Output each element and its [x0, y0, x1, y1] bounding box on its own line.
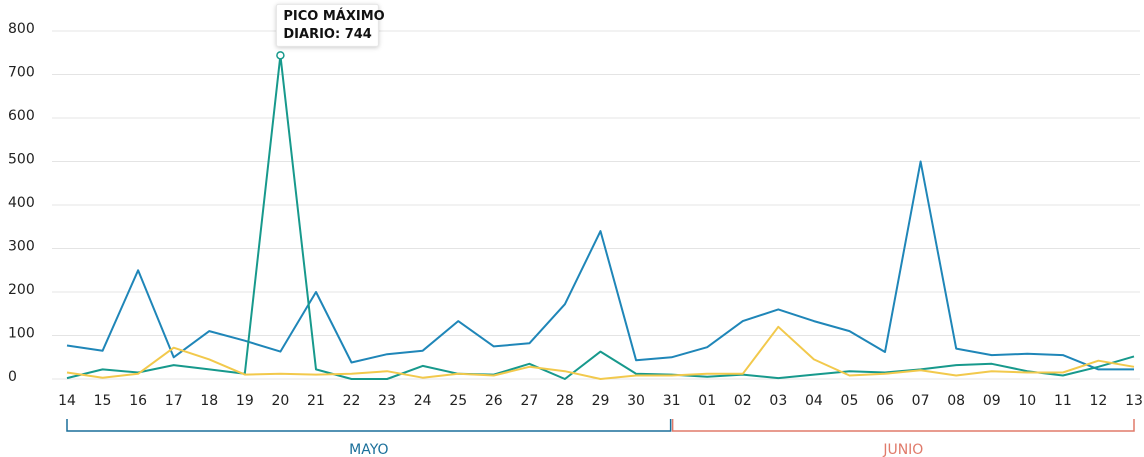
x-tick-label: 04 — [805, 393, 823, 409]
annotation-text: DIARIO: 744 — [283, 27, 371, 42]
y-tick-label: 700 — [8, 65, 35, 81]
x-tick-label: 10 — [1018, 393, 1036, 409]
x-tick-label: 25 — [449, 393, 467, 409]
x-tick-label: 18 — [200, 393, 218, 409]
x-tick-label: 28 — [556, 393, 574, 409]
x-tick-label: 08 — [947, 393, 965, 409]
x-tick-label: 16 — [129, 393, 147, 409]
x-tick-label: 12 — [1090, 393, 1108, 409]
x-tick-label: 07 — [912, 393, 930, 409]
x-tick-label: 27 — [520, 393, 538, 409]
x-tick-label: 13 — [1125, 393, 1143, 409]
y-tick-label: 300 — [8, 239, 35, 255]
series-line — [66, 54, 1135, 380]
x-tick-label: 29 — [592, 393, 610, 409]
x-tick-label: 14 — [58, 393, 76, 409]
group-bracket — [671, 419, 1135, 432]
x-tick-label: 02 — [734, 393, 752, 409]
x-tick-label: 21 — [307, 393, 325, 409]
x-tick-label: 24 — [414, 393, 432, 409]
y-tick-label: 800 — [8, 21, 35, 37]
x-tick-label: 11 — [1054, 393, 1072, 409]
x-tick-label: 30 — [627, 393, 645, 409]
group-bracket — [66, 419, 672, 432]
annotation-box — [275, 3, 379, 47]
x-tick-label: 06 — [876, 393, 894, 409]
y-tick-label: 600 — [8, 108, 35, 124]
x-tick-label: 17 — [165, 393, 183, 409]
x-tick-label: 20 — [271, 393, 289, 409]
x-tick-label: 23 — [378, 393, 396, 409]
x-tick-label: 15 — [94, 393, 112, 409]
y-tick-label: 400 — [8, 195, 35, 211]
x-tick-label: 19 — [236, 393, 254, 409]
annotation-text: PICO MÁXIMO — [283, 8, 384, 24]
group-label: JUNIO — [882, 442, 923, 457]
group-label: MAYO — [349, 442, 388, 457]
y-tick-label: 100 — [8, 326, 35, 342]
peak-marker — [276, 51, 285, 60]
x-tick-label: 26 — [485, 393, 503, 409]
x-tick-label: 22 — [343, 393, 361, 409]
x-tick-label: 03 — [769, 393, 787, 409]
y-tick-label: 200 — [8, 282, 35, 298]
x-tick-label: 01 — [698, 393, 716, 409]
x-tick-label: 05 — [841, 393, 859, 409]
series-line — [66, 325, 1135, 380]
series-line — [66, 160, 1134, 371]
y-tick-label: 500 — [8, 152, 35, 168]
x-tick-label: 31 — [663, 393, 681, 409]
y-tick-label: 0 — [8, 369, 17, 385]
x-tick-label: 09 — [983, 393, 1001, 409]
